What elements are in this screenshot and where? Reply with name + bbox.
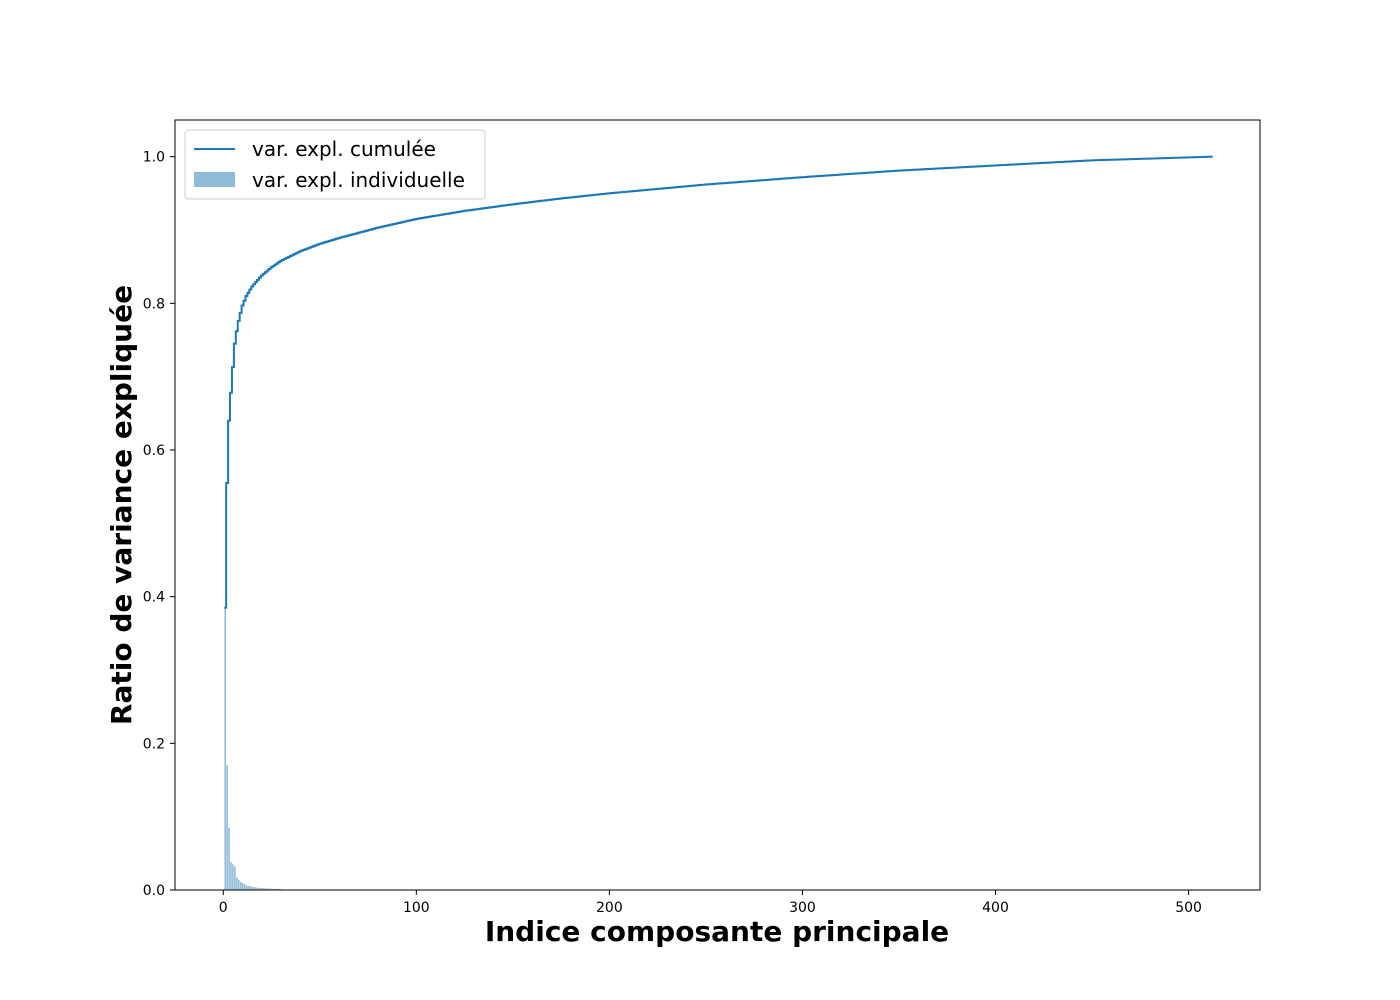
variance-bar <box>237 879 240 890</box>
x-tick-label: 400 <box>982 900 1009 916</box>
variance-bar <box>276 888 279 890</box>
legend-box <box>184 129 486 200</box>
variance-bar <box>270 888 273 890</box>
variance-bar <box>263 888 265 890</box>
x-axis-ticks: 0 100 200 300 400 500 <box>219 890 1202 916</box>
variance-bar <box>272 888 275 890</box>
cumulative-variance-line <box>224 155 1213 609</box>
y-axis-title: Ratio de variance expliquée <box>105 285 138 725</box>
variance-bar <box>259 887 261 890</box>
variance-bar <box>234 866 236 890</box>
x-tick-label: 0 <box>219 900 228 916</box>
variance-bar <box>239 881 242 890</box>
legend: var. expl. cumulée var. expl. individuel… <box>184 129 486 200</box>
y-tick-label: 0.0 <box>143 883 165 899</box>
x-tick-label: 200 <box>596 900 623 916</box>
variance-bar <box>226 765 228 890</box>
variance-bar <box>232 864 234 890</box>
y-tick-label: 0.4 <box>143 590 165 606</box>
legend-label-cumulative: var. expl. cumulée <box>252 137 436 161</box>
y-tick-label: 1.0 <box>143 150 165 166</box>
variance-bar <box>228 827 230 890</box>
plot-frame <box>174 119 1261 891</box>
variance-bar <box>247 885 250 890</box>
variance-bar <box>257 887 259 890</box>
variance-bar <box>230 862 232 890</box>
variance-bar <box>268 888 271 890</box>
variance-bar <box>243 884 246 890</box>
variance-bar <box>236 877 238 890</box>
x-tick-label: 300 <box>789 900 816 916</box>
y-tick-label: 0.6 <box>143 443 165 459</box>
variance-bar <box>255 887 257 890</box>
variance-bar <box>253 887 255 890</box>
variance-bar <box>261 888 263 890</box>
variance-bar <box>249 886 252 890</box>
variance-bar <box>274 888 277 890</box>
variance-bar <box>264 888 267 890</box>
y-axis-ticks: 0.0 0.2 0.4 0.6 0.8 1.0 <box>143 150 175 899</box>
y-tick-label: 0.8 <box>143 296 165 312</box>
variance-bar <box>241 882 244 890</box>
variance-bar <box>266 888 269 890</box>
x-tick-label: 500 <box>1175 900 1202 916</box>
legend-label-individual: var. expl. individuelle <box>252 168 465 192</box>
variance-bar <box>245 885 248 890</box>
x-tick-label: 100 <box>403 900 430 916</box>
variance-bar <box>278 888 281 890</box>
variance-bar <box>251 886 253 890</box>
variance-bar <box>224 607 226 890</box>
legend-bar-swatch <box>194 172 235 187</box>
y-tick-label: 0.2 <box>143 736 165 752</box>
individual-variance-bars <box>224 607 1213 890</box>
x-axis-title: Indice composante principale <box>485 915 949 948</box>
